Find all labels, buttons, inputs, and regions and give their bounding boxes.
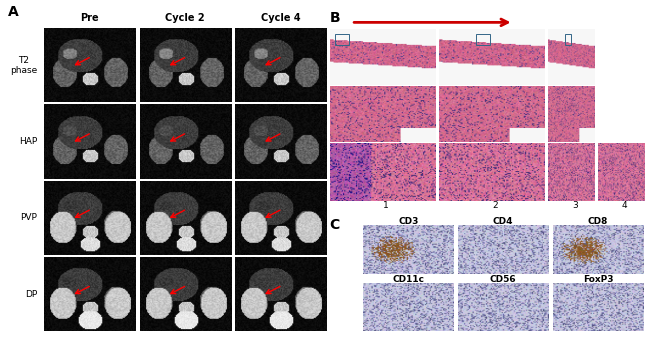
Text: Pre: Pre	[81, 13, 99, 23]
Text: Cycle 4: Cycle 4	[261, 13, 300, 23]
Text: CD56: CD56	[490, 275, 516, 284]
Text: PVP: PVP	[21, 213, 38, 222]
Bar	[565, 34, 571, 45]
Text: CD8: CD8	[588, 217, 608, 226]
Text: 1: 1	[383, 201, 388, 210]
Bar	[335, 34, 350, 45]
Text: FoxP3: FoxP3	[583, 275, 613, 284]
Text: DP: DP	[25, 290, 38, 299]
Text: C: C	[330, 218, 340, 232]
Bar	[476, 34, 491, 45]
Text: B: B	[330, 12, 340, 25]
Text: 4: 4	[621, 201, 627, 210]
Text: HAP: HAP	[19, 137, 38, 146]
Text: T2
phase: T2 phase	[10, 56, 38, 75]
Text: 3: 3	[572, 201, 578, 210]
Text: 2: 2	[492, 201, 498, 210]
Text: CD3: CD3	[398, 217, 419, 226]
Text: A: A	[8, 5, 19, 19]
Text: CD4: CD4	[493, 217, 514, 226]
Text: CD11c: CD11c	[392, 275, 424, 284]
Text: Cycle 2: Cycle 2	[166, 13, 205, 23]
